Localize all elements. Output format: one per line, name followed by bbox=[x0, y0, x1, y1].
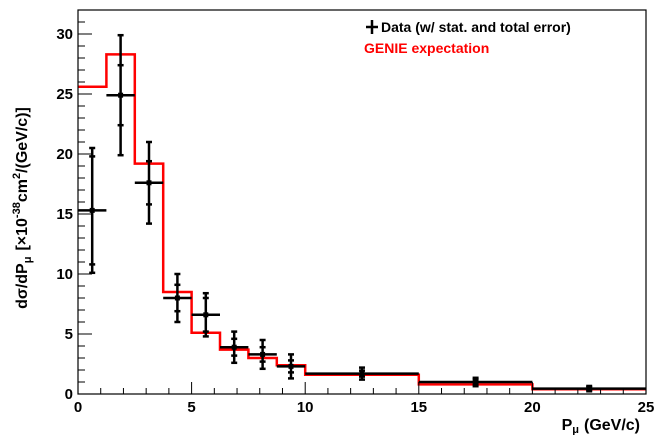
y-tick-label: 10 bbox=[56, 266, 73, 283]
data-point-marker bbox=[146, 180, 152, 186]
data-point bbox=[276, 353, 306, 380]
data-point-marker bbox=[288, 363, 294, 369]
data-point bbox=[248, 338, 277, 371]
y-axis-square: 2 bbox=[11, 173, 23, 179]
legend: Data (w/ stat. and total error) GENIE ex… bbox=[364, 19, 571, 56]
y-axis-unit-mid: cm bbox=[14, 179, 31, 202]
x-tick-label: 15 bbox=[410, 399, 427, 416]
x-axis-subscript: μ bbox=[572, 424, 579, 435]
data-point bbox=[418, 376, 533, 388]
data-point-marker bbox=[174, 295, 180, 301]
data-point-marker bbox=[260, 351, 266, 357]
x-tick-label: 10 bbox=[297, 399, 314, 416]
legend-data-label: Data (w/ stat. and total error) bbox=[381, 19, 571, 35]
data-point bbox=[305, 366, 419, 381]
data-point bbox=[532, 384, 646, 393]
y-axis-title: dσ/dPμ [×10-38cm2/(GeV/c)] bbox=[11, 107, 34, 309]
x-tick-label: 25 bbox=[638, 399, 655, 416]
legend-genie-label: GENIE expectation bbox=[364, 40, 489, 56]
data-point bbox=[134, 140, 164, 225]
y-axis-main: dσ/dP bbox=[14, 263, 31, 309]
y-tick-label: 25 bbox=[56, 86, 73, 103]
y-axis-exponent: -38 bbox=[11, 202, 23, 218]
y-tick-label: 0 bbox=[65, 386, 73, 403]
axis-ticks: 0 5 10 15 20 25 0 5 10 15 20 25 30 bbox=[56, 9, 655, 416]
data-point-marker bbox=[231, 344, 237, 350]
data-point bbox=[163, 272, 192, 324]
y-tick-label: 5 bbox=[65, 326, 73, 343]
plot-content bbox=[78, 33, 646, 393]
y-axis-unit-post: /(GeV/c)] bbox=[14, 107, 31, 173]
y-axis-subscript: μ bbox=[22, 257, 34, 264]
data-point-marker bbox=[359, 371, 365, 377]
data-point bbox=[191, 291, 220, 338]
x-tick-label: 20 bbox=[524, 399, 541, 416]
data-point-marker bbox=[203, 312, 209, 318]
y-tick-label: 30 bbox=[56, 26, 73, 43]
x-axis-unit: (GeV/c) bbox=[584, 417, 640, 434]
y-tick-label: 20 bbox=[56, 146, 73, 163]
y-axis-unit-pre: [×10 bbox=[14, 218, 31, 251]
data-point bbox=[78, 146, 107, 275]
legend-data-marker bbox=[366, 20, 378, 34]
y-tick-label: 15 bbox=[56, 206, 73, 223]
data-point-marker bbox=[118, 92, 124, 98]
x-axis-title: Pμ (GeV/c) bbox=[562, 417, 640, 435]
x-tick-label: 0 bbox=[74, 399, 82, 416]
data-point-marker bbox=[89, 207, 95, 213]
data-point bbox=[106, 33, 135, 157]
data-point-marker bbox=[586, 386, 592, 392]
x-axis-symbol: P bbox=[562, 417, 573, 434]
data-point bbox=[220, 330, 249, 365]
data-point-marker bbox=[473, 379, 479, 385]
x-tick-label: 5 bbox=[187, 399, 195, 416]
